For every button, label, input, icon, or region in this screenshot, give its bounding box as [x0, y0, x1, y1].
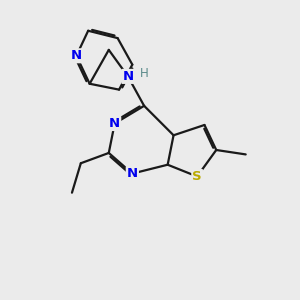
- Text: H: H: [140, 67, 148, 80]
- Text: N: N: [109, 117, 120, 130]
- Text: N: N: [122, 70, 134, 83]
- Text: N: N: [71, 49, 82, 62]
- Text: S: S: [192, 170, 202, 183]
- Text: N: N: [127, 167, 138, 180]
